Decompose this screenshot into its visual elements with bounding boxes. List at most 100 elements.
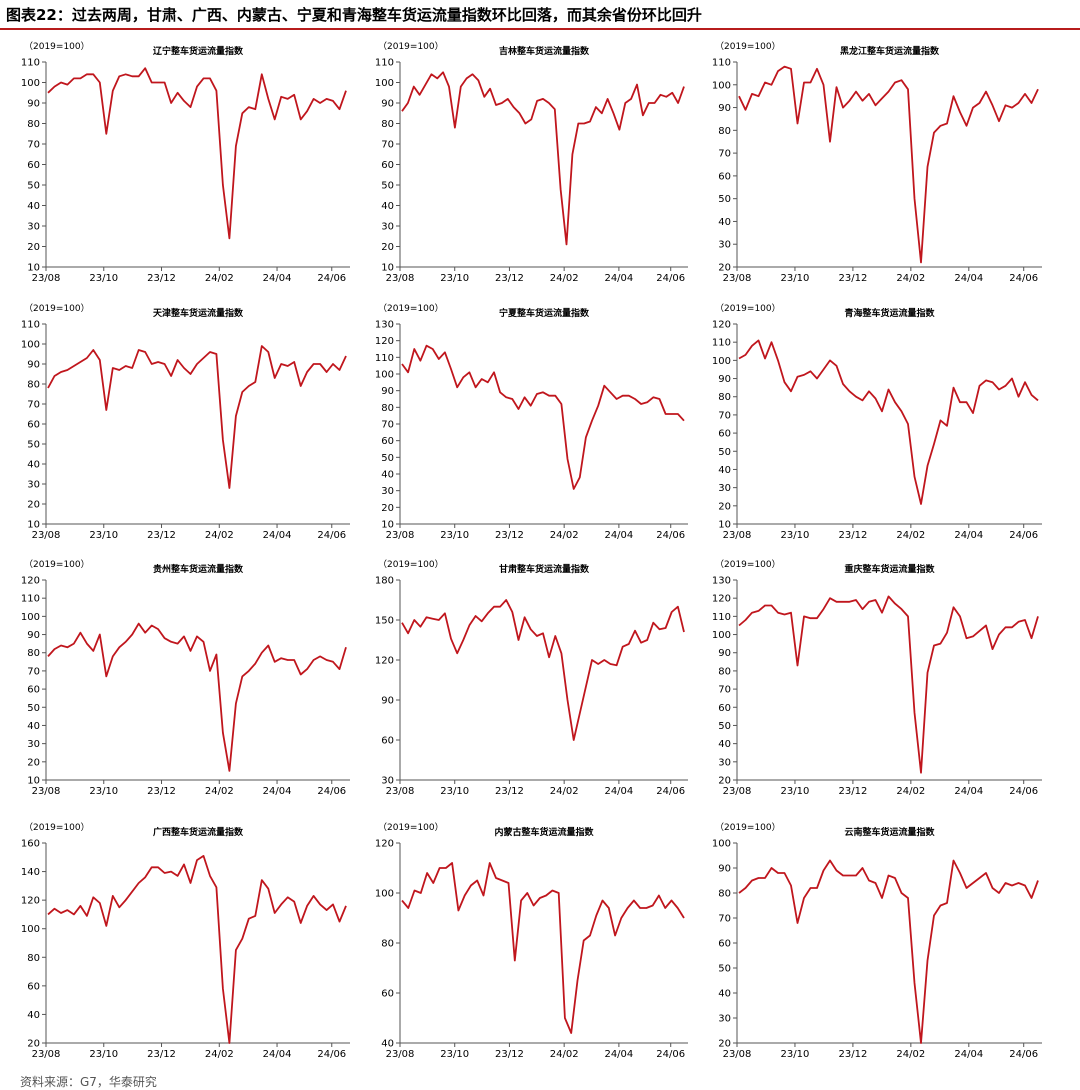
y-tick-label: 10 bbox=[381, 263, 394, 274]
y-tick-label: 100 bbox=[375, 370, 394, 381]
y-tick-label: 60 bbox=[381, 736, 394, 747]
series-line bbox=[738, 859, 1039, 1044]
chart-title: 宁夏整车货运流量指数 bbox=[499, 307, 590, 319]
y-tick-label: 100 bbox=[375, 889, 394, 900]
y-tick-label: 120 bbox=[21, 576, 40, 587]
x-tick-label: 23/12 bbox=[495, 530, 524, 541]
x-tick-label: 23/12 bbox=[147, 786, 176, 797]
y-tick-label: 70 bbox=[381, 420, 394, 431]
chart-title: 天津整车货运流量指数 bbox=[153, 307, 244, 319]
x-tick-label: 23/08 bbox=[723, 273, 752, 284]
y-tick-label: 70 bbox=[381, 140, 394, 151]
series-line bbox=[738, 65, 1039, 264]
y-tick-label: 20 bbox=[718, 1039, 731, 1050]
x-tick-label: 24/06 bbox=[1009, 1049, 1038, 1060]
x-tick-label: 24/06 bbox=[656, 786, 685, 797]
y-tick-label: 80 bbox=[718, 666, 731, 677]
unit-label: （2019=100） bbox=[24, 822, 90, 833]
series-line bbox=[401, 344, 685, 490]
x-tick-label: 24/02 bbox=[896, 1049, 925, 1060]
chart-title: 云南整车货运流量指数 bbox=[844, 826, 935, 838]
chart-panel-9: 重庆整车货运流量指数 （2019=100） 20 30 40 50 60 70 80 90 100 1… bbox=[712, 559, 1042, 797]
y-tick-label: 40 bbox=[27, 201, 40, 212]
y-tick-label: 120 bbox=[375, 336, 394, 347]
x-tick-label: 23/10 bbox=[89, 1049, 118, 1060]
y-tick-label: 90 bbox=[27, 99, 40, 110]
y-tick-label: 40 bbox=[381, 201, 394, 212]
y-tick-label: 90 bbox=[381, 99, 394, 110]
y-tick-label: 100 bbox=[712, 356, 731, 367]
x-tick-label: 24/04 bbox=[263, 1049, 292, 1060]
y-tick-label: 80 bbox=[27, 648, 40, 659]
series-line bbox=[401, 599, 685, 741]
y-tick-label: 90 bbox=[381, 696, 394, 707]
y-tick-label: 100 bbox=[712, 630, 731, 641]
x-tick-label: 24/04 bbox=[604, 786, 633, 797]
x-tick-label: 23/08 bbox=[32, 273, 61, 284]
x-tick-label: 23/10 bbox=[781, 273, 810, 284]
y-tick-label: 110 bbox=[21, 594, 40, 605]
x-tick-label: 24/06 bbox=[317, 273, 346, 284]
source-note: 资料来源：G7，华泰研究 bbox=[20, 1075, 157, 1089]
y-tick-label: 100 bbox=[375, 78, 394, 89]
chart-panel-12: 云南整车货运流量指数 （2019=100） 20 30 40 50 60 70 80 90 100 2… bbox=[712, 822, 1042, 1060]
y-tick-label: 20 bbox=[27, 242, 40, 253]
y-tick-label: 80 bbox=[381, 939, 394, 950]
x-tick-label: 24/04 bbox=[604, 530, 633, 541]
x-tick-label: 24/02 bbox=[550, 1049, 579, 1060]
y-tick-label: 60 bbox=[27, 160, 40, 171]
chart-panel-8: 甘肃整车货运流量指数 （2019=100） 30 60 90 120 150 180 23/08… bbox=[375, 559, 688, 797]
y-tick-label: 70 bbox=[718, 410, 731, 421]
series-line bbox=[47, 67, 347, 240]
y-tick-label: 90 bbox=[381, 386, 394, 397]
y-tick-label: 160 bbox=[21, 839, 40, 850]
chart-title: 吉林整车货运流量指数 bbox=[499, 45, 590, 57]
y-tick-label: 80 bbox=[27, 953, 40, 964]
y-tick-label: 110 bbox=[712, 612, 731, 623]
x-tick-label: 23/08 bbox=[386, 1049, 415, 1060]
y-tick-label: 140 bbox=[21, 867, 40, 878]
y-tick-label: 80 bbox=[381, 119, 394, 130]
y-tick-label: 10 bbox=[27, 520, 40, 531]
y-tick-label: 60 bbox=[718, 939, 731, 950]
y-tick-label: 60 bbox=[381, 436, 394, 447]
series-line bbox=[401, 71, 685, 246]
y-tick-label: 120 bbox=[712, 320, 731, 331]
chart-panel-7: 贵州整车货运流量指数 （2019=100） 10 20 30 40 50 60 70 80 90 10… bbox=[21, 559, 350, 797]
y-tick-label: 30 bbox=[27, 739, 40, 750]
y-tick-label: 60 bbox=[718, 703, 731, 714]
y-tick-label: 30 bbox=[381, 486, 394, 497]
chart-title: 广西整车货运流量指数 bbox=[153, 826, 244, 838]
y-tick-label: 60 bbox=[718, 429, 731, 440]
y-tick-label: 120 bbox=[21, 896, 40, 907]
y-tick-label: 40 bbox=[718, 465, 731, 476]
x-tick-label: 23/08 bbox=[723, 1049, 752, 1060]
y-tick-label: 10 bbox=[381, 520, 394, 531]
y-tick-label: 100 bbox=[21, 78, 40, 89]
x-tick-label: 24/02 bbox=[550, 273, 579, 284]
x-tick-label: 23/12 bbox=[838, 273, 867, 284]
chart-title: 重庆整车货运流量指数 bbox=[844, 563, 935, 575]
series-line bbox=[738, 595, 1039, 774]
x-tick-label: 23/08 bbox=[32, 786, 61, 797]
x-tick-label: 24/04 bbox=[954, 1049, 983, 1060]
y-tick-label: 40 bbox=[381, 470, 394, 481]
unit-label: （2019=100） bbox=[378, 41, 444, 52]
y-tick-label: 80 bbox=[27, 119, 40, 130]
unit-label: （2019=100） bbox=[378, 303, 444, 314]
x-tick-label: 23/10 bbox=[89, 786, 118, 797]
y-tick-label: 80 bbox=[718, 392, 731, 403]
y-tick-label: 50 bbox=[718, 194, 731, 205]
y-tick-label: 110 bbox=[21, 320, 40, 331]
unit-label: （2019=100） bbox=[715, 822, 781, 833]
series-line bbox=[47, 345, 347, 489]
y-tick-label: 40 bbox=[381, 1039, 394, 1050]
y-tick-label: 90 bbox=[718, 374, 731, 385]
x-tick-label: 24/06 bbox=[656, 273, 685, 284]
x-tick-label: 23/08 bbox=[723, 786, 752, 797]
chart-panel-5: 宁夏整车货运流量指数 （2019=100） 10 20 30 40 50 60 70 80 90 10… bbox=[375, 303, 688, 541]
x-tick-label: 24/06 bbox=[317, 786, 346, 797]
x-tick-label: 24/02 bbox=[205, 1049, 234, 1060]
series-line bbox=[738, 339, 1039, 505]
x-tick-label: 23/08 bbox=[386, 530, 415, 541]
